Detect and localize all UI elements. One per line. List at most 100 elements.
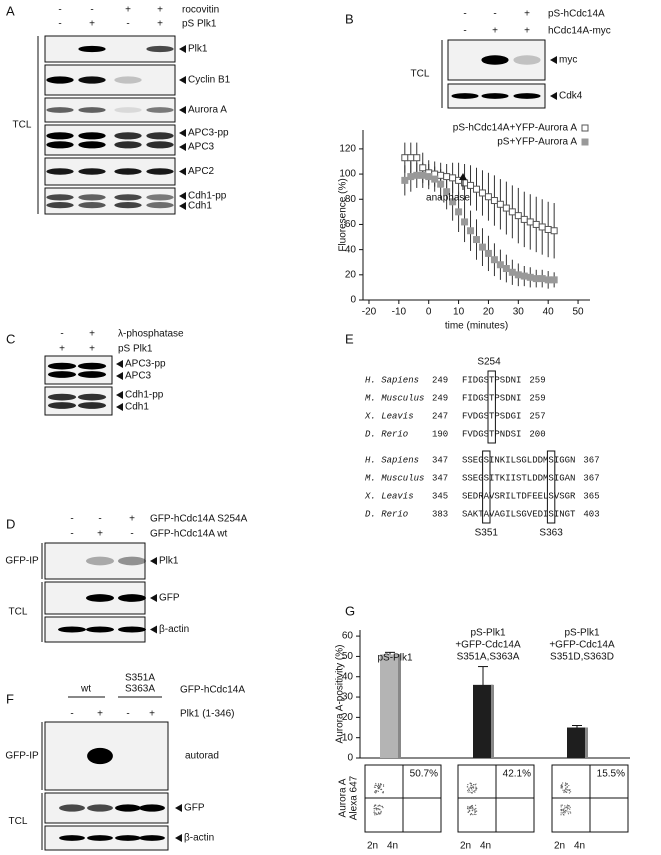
- arrow-head: [150, 594, 157, 602]
- facs-dot: [560, 804, 562, 806]
- facs-dot: [569, 811, 571, 813]
- facs-dot: [561, 787, 563, 789]
- blot-label: APC3-pp: [188, 128, 229, 139]
- facs-dot: [569, 789, 571, 791]
- band: [47, 402, 77, 409]
- facs-dot: [377, 808, 379, 810]
- x-tick-label: 10: [453, 307, 465, 318]
- bar-label: +GFP-Cdc14A: [455, 640, 521, 651]
- facs-dot: [374, 805, 376, 807]
- arrow-head: [175, 804, 182, 812]
- facs-dot: [474, 791, 476, 793]
- y-tick-label: 0: [350, 295, 356, 306]
- bar-label: pS-Plk1: [377, 653, 412, 664]
- facs-dot: [568, 792, 571, 794]
- facs-dot: [471, 786, 473, 789]
- data-point: [544, 276, 552, 284]
- bar-shadow: [398, 654, 401, 758]
- facs-dot: [563, 810, 566, 812]
- blot-label: APC3: [125, 371, 152, 382]
- facs-dot: [566, 808, 568, 810]
- seq-start: 190: [432, 429, 448, 439]
- data-point: [431, 175, 439, 183]
- arrow-head: [179, 202, 186, 210]
- facs-x-label: 2n: [554, 841, 565, 852]
- facs-x-label: 4n: [480, 841, 491, 852]
- band: [78, 45, 106, 53]
- arrow-head: [179, 106, 186, 114]
- arrow-head: [179, 143, 186, 151]
- facs-dot: [375, 791, 377, 793]
- facs-dot: [471, 805, 473, 808]
- band: [86, 626, 114, 633]
- data-point: [478, 189, 486, 197]
- facs-dot: [373, 811, 375, 814]
- facs-dot: [382, 785, 385, 787]
- condition-sign: -: [58, 19, 61, 30]
- arrow-head: [179, 76, 186, 84]
- condition-sign: +: [149, 709, 155, 720]
- facs-dot: [473, 790, 476, 792]
- sequence: SSEGSITKIISTLDDMSIGAN: [462, 473, 575, 483]
- condition-sign: -: [463, 26, 466, 37]
- facs-dot: [467, 789, 469, 792]
- band: [513, 55, 541, 65]
- panel-letter: F: [6, 691, 14, 706]
- data-point: [502, 265, 510, 273]
- sequence: SAKTAVAGILSGVEDISINGT: [462, 509, 576, 519]
- panel-letter: E: [345, 331, 354, 346]
- facs-dot: [474, 811, 476, 814]
- x-tick-label: 30: [513, 307, 525, 318]
- facs-dot: [566, 804, 569, 806]
- seq-start: 347: [432, 473, 448, 483]
- band: [114, 202, 142, 209]
- panel-letter: D: [6, 516, 15, 531]
- arrow-head: [116, 403, 123, 411]
- facs-dot: [565, 806, 567, 808]
- blot: [44, 386, 113, 416]
- band: [78, 194, 106, 201]
- facs-dot: [566, 810, 568, 812]
- y-axis-label: Fluoresence (%): [338, 178, 349, 251]
- y-tick-label: 120: [339, 144, 356, 155]
- band: [78, 141, 106, 149]
- condition-name: Plk1 (1-346): [180, 709, 234, 720]
- blot-label: Cdh1-pp: [188, 191, 227, 202]
- facs-dot: [570, 812, 572, 814]
- blot-label: autorad: [185, 751, 219, 762]
- x-tick-label: 0: [426, 307, 432, 318]
- condition-name: λ-phosphatase: [118, 329, 184, 340]
- condition-sign: +: [492, 26, 498, 37]
- species: X. Leavis: [364, 411, 414, 421]
- species: H. Sapiens: [365, 375, 419, 385]
- facs-dot: [379, 786, 381, 788]
- band: [146, 168, 174, 175]
- arrow-head: [459, 173, 467, 180]
- species: M. Musculus: [365, 393, 424, 403]
- condition-sign: +: [129, 514, 135, 525]
- band: [146, 132, 174, 140]
- facs-dot: [471, 792, 473, 794]
- facs-dot: [564, 809, 567, 812]
- facs-dot: [569, 808, 571, 810]
- band: [118, 594, 146, 602]
- facs-percentage: 42.1%: [503, 769, 531, 780]
- facs-dot: [379, 809, 381, 811]
- facs-dot: [374, 813, 376, 815]
- condition-name: pS-hCdc14A: [548, 9, 605, 20]
- facs-dot: [560, 814, 562, 816]
- blot-label: Plk1: [188, 44, 208, 55]
- arrow-head: [150, 625, 157, 634]
- y-tick-label: 20: [342, 712, 354, 723]
- band: [139, 835, 165, 841]
- group-label: TCL: [9, 816, 28, 827]
- facs-dot: [469, 791, 471, 793]
- arrow-head: [116, 391, 123, 399]
- group-label: TCL: [9, 607, 28, 618]
- data-point: [520, 215, 528, 223]
- band: [46, 168, 74, 175]
- band: [146, 107, 174, 113]
- condition-sign: -: [58, 5, 61, 16]
- band: [114, 141, 142, 149]
- band: [481, 93, 509, 99]
